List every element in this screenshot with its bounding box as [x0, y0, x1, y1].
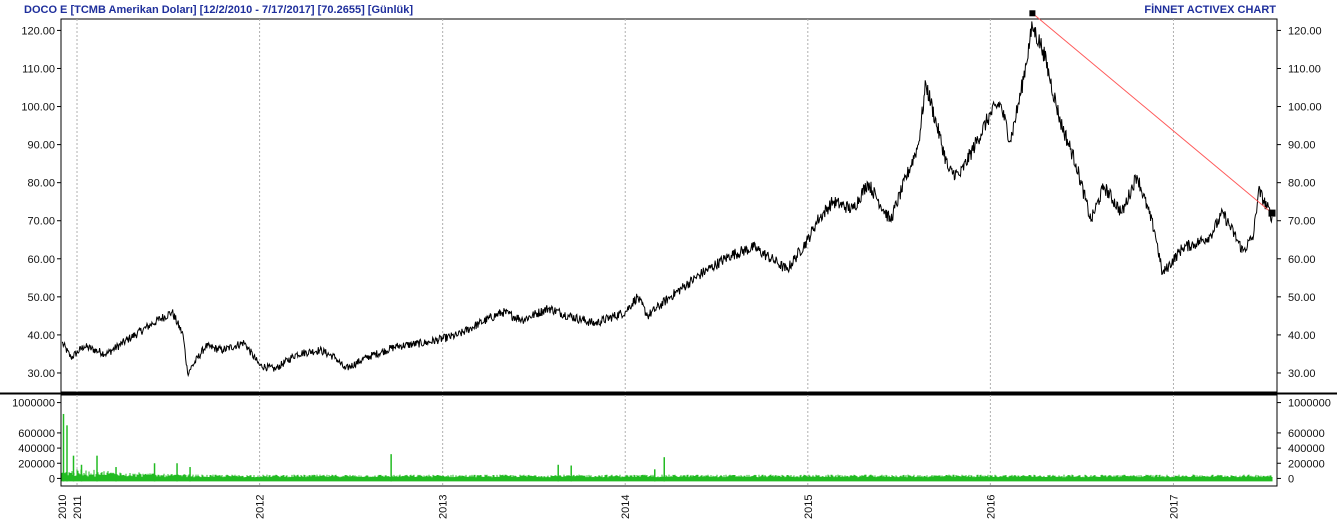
vol-tick-label-right: 400000	[1288, 443, 1325, 455]
trend-line	[1032, 12, 1273, 214]
x-tick-label: 2010	[57, 495, 69, 519]
y-tick-label-left: 80.00	[27, 178, 55, 190]
volume-axis: 0 0 200000 200000 400000 400000 600000 600000 10…	[12, 398, 1331, 486]
vol-tick-label-left: 400000	[18, 443, 55, 455]
y-tick-label-right: 40.00	[1288, 330, 1316, 342]
price-panel	[60, 18, 1278, 393]
vol-tick-label-left: 1000000	[12, 398, 55, 410]
y-tick-label-right: 30.00	[1288, 368, 1316, 380]
y-tick-label-right: 70.00	[1288, 216, 1316, 228]
x-tick-label: 2017	[1168, 495, 1180, 519]
vol-tick-label-left: 200000	[18, 458, 55, 470]
year-gridlines	[76, 19, 1174, 486]
price-line	[61, 21, 1273, 378]
y-tick-label-right: 60.00	[1288, 254, 1316, 266]
brand-label: FİNNET ACTIVEX CHART	[1144, 3, 1276, 16]
y-tick-label-left: 100.00	[21, 102, 55, 114]
y-tick-label-right: 120.00	[1288, 25, 1322, 37]
y-tick-label-left: 40.00	[27, 330, 55, 342]
y-tick-label-left: 110.00	[22, 63, 55, 75]
trend-start-handle[interactable]	[1029, 10, 1036, 17]
y-tick-label-right: 80.00	[1288, 178, 1316, 190]
y-tick-label-left: 120.00	[21, 25, 55, 37]
vol-tick-label-right: 200000	[1288, 458, 1325, 470]
y-tick-label-left: 60.00	[27, 254, 55, 266]
y-tick-label-right: 50.00	[1288, 292, 1316, 304]
x-tick-label: 2014	[620, 495, 632, 519]
x-axis: 2010 2011 2012 2013 2014 2015 2016 2017	[57, 495, 1180, 519]
vol-tick-label-right: 0	[1288, 473, 1294, 485]
vol-tick-label-left: 600000	[18, 428, 55, 440]
volume-bars	[61, 413, 1273, 482]
y-tick-label-left: 70.00	[27, 216, 55, 228]
y-tick-label-left: 30.00	[27, 368, 55, 380]
trend-end-handle[interactable]	[1268, 209, 1276, 217]
vol-tick-label-right: 600000	[1288, 428, 1325, 440]
chart-title: DOCO E [TCMB Amerikan Doları] [12/2/2010…	[24, 4, 413, 16]
vol-tick-label-right: 1000000	[1288, 398, 1331, 410]
x-tick-label: 2016	[985, 495, 997, 519]
volume-panel	[60, 394, 1278, 487]
y-tick-label-right: 110.00	[1288, 63, 1321, 75]
price-axis: 30.00 30.00 40.00 40.00 50.00 50.00 60.00 60.00…	[21, 25, 1321, 380]
y-tick-label-left: 50.00	[27, 292, 55, 304]
x-tick-label: 2011	[72, 495, 84, 519]
y-tick-label-right: 90.00	[1288, 140, 1316, 152]
x-tick-label: 2013	[438, 495, 450, 519]
x-tick-label: 2015	[803, 495, 815, 519]
x-tick-label: 2012	[255, 495, 267, 519]
vol-tick-label-left: 0	[49, 473, 55, 485]
y-tick-label-right: 100.00	[1288, 102, 1322, 114]
y-tick-label-left: 90.00	[27, 140, 55, 152]
